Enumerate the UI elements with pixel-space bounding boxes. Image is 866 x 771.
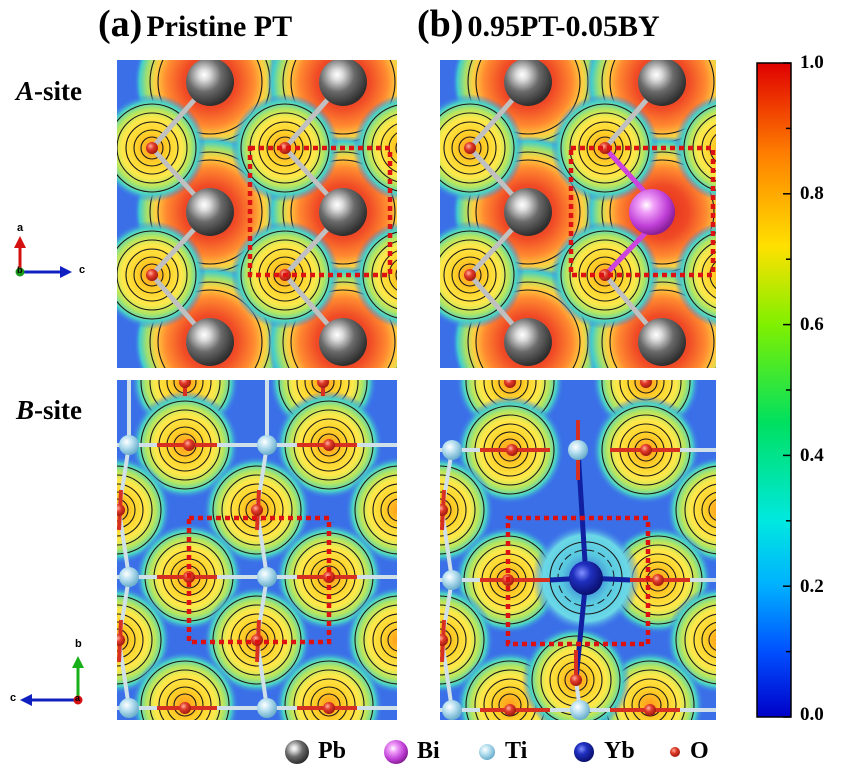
legend-ti: Ti (477, 738, 527, 765)
axis-indicator-bottom: b c a (8, 638, 98, 718)
legend-o-label: O (690, 738, 709, 764)
axis-indicator-top: a c b (10, 222, 90, 308)
row-label-b-site: B-site (16, 395, 82, 425)
panel-b-title: (b) 0.95PT-0.05BY (417, 2, 660, 46)
panel-a-b-site (117, 380, 397, 720)
panel-a-title: (a) Pristine PT (98, 2, 292, 46)
panel-b-b-site (440, 380, 716, 720)
row-label-a-site: A-site (16, 76, 82, 106)
axis-label-origin-a: a (75, 693, 81, 703)
legend-pb-label: Pb (318, 738, 347, 764)
axis-label-vertical: a (17, 222, 24, 234)
colorbar-tick-labels: 1.0 0.8 0.6 0.4 0.2 0.0 (800, 52, 860, 732)
colorbar (756, 62, 792, 718)
panel-b-name: 0.95PT-0.05BY (467, 10, 660, 43)
panel-b-tag: (b) (417, 3, 464, 45)
axis-label-horizontal: c (79, 264, 86, 276)
colorbar-tick-0-2: 0.2 (800, 576, 824, 597)
axis-label-vertical-b: b (75, 638, 82, 650)
legend-yb-label: Yb (604, 738, 635, 764)
legend-yb: Yb (572, 738, 635, 765)
legend-bi-label: Bi (417, 738, 440, 764)
axis-label-origin: b (17, 265, 23, 275)
colorbar-tick-0-6: 0.6 (800, 314, 824, 335)
colorbar-tick-0-0: 0.0 (800, 704, 824, 725)
colorbar-tick-0-4: 0.4 (800, 445, 824, 466)
colorbar-tick-1-0: 1.0 (800, 52, 824, 73)
panel-b-a-site (440, 60, 716, 368)
legend-o: O (668, 738, 709, 765)
colorbar-tick-0-8: 0.8 (800, 183, 824, 204)
legend-ti-label: Ti (505, 738, 528, 764)
panel-a-name: Pristine PT (146, 10, 293, 43)
axis-label-horizontal-c: c (10, 692, 17, 704)
panel-a-a-site (117, 60, 397, 368)
panel-a-tag: (a) (98, 3, 143, 45)
legend-pb: Pb (284, 738, 346, 765)
legend-bi: Bi (383, 738, 440, 765)
